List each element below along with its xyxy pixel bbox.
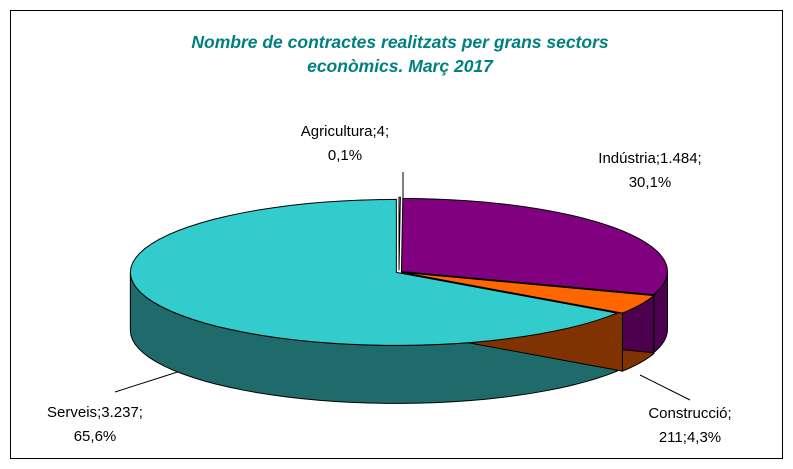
leader-line [639,374,691,401]
label-part: 4 [377,123,385,140]
label-part: 211 [659,429,683,446]
label-part: 3.237 [101,404,139,421]
data-label: Agricultura;4; 0,1% [301,123,389,164]
label-part: Construcció [648,405,727,422]
data-label-line: 0,1% [328,147,362,164]
data-label: Indústria;1.484; 30,1% [598,150,701,191]
data-label-line: Agricultura;4; [301,123,389,140]
data-label-line: Construcció; [648,405,731,422]
slice [129,198,619,346]
label-part: ; [698,150,702,167]
label-part: ; [728,405,732,422]
label-part: ; [373,123,377,140]
data-label-line: 65,6% [74,428,117,445]
label-part: 0,1% [328,147,362,164]
chart-title: Nombre de contractes realitzats per gran… [191,32,609,76]
label-part: Indústria [598,150,656,167]
data-label-line: Indústria;1.484; [598,150,701,167]
label-part: 65,6% [74,428,117,445]
slice [398,196,401,271]
label-part: ; [656,150,660,167]
label-part: ; [385,123,389,140]
data-label-line: 211;4,3% [659,429,721,446]
label-part: 30,1% [629,174,672,191]
label-part: Agricultura [301,123,373,140]
data-label: Construcció; 211;4,3% [648,405,731,446]
label-part: ; [97,404,101,421]
label-part: 4,3% [687,429,721,446]
label-part: 1.484 [660,150,698,167]
data-label-line: 30,1% [629,174,672,191]
label-part: ; [139,404,143,421]
label-part: ; [683,429,687,446]
data-label: Serveis;3.237; 65,6% [47,404,143,445]
label-part: Serveis [47,404,97,421]
slice [401,271,656,314]
data-label-line: Serveis;3.237; [47,404,143,421]
slice [400,197,668,296]
